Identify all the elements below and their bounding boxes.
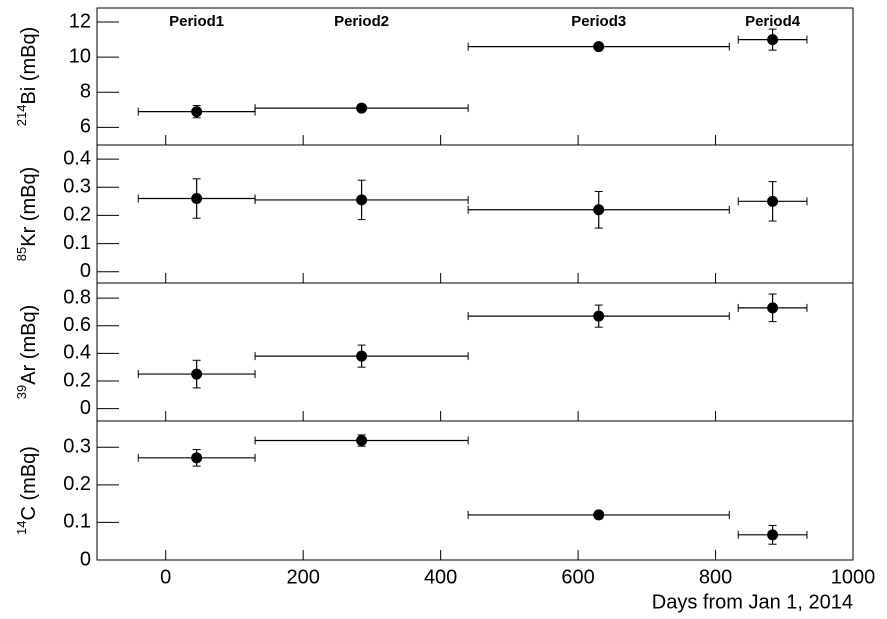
annotation: Period1 [169,13,224,30]
point [191,368,203,380]
y-axis-label-main: Ar (mBq) [18,305,40,385]
y-tick-label: 0.8 [63,286,91,308]
point [191,452,203,464]
panel-frame [96,144,854,284]
x-tick-label: 200 [286,566,319,588]
y-tick-label: 0.1 [63,511,91,533]
panel-frame [96,420,854,561]
y-axis-label-main: Kr (mBq) [18,167,40,247]
point [356,435,368,447]
x-tick-label: 800 [699,566,732,588]
y-tick-label: 0 [80,260,91,282]
point [191,106,203,118]
y-axis-label-main: C (mBq) [18,446,40,520]
point [191,193,203,205]
y-axis-label-main: Bi (mBq) [18,27,40,105]
y-tick-label: 6 [80,116,91,138]
y-tick-label: 0.2 [63,369,91,391]
x-axis-label: Days from Jan 1, 2014 [652,591,853,613]
point [356,350,368,362]
y-tick-label: 10 [69,45,91,67]
y-tick-label: 12 [69,10,91,32]
annotation: Period4 [745,13,801,30]
y-tick-label: 0.4 [63,147,91,169]
y-tick-label: 0.2 [63,204,91,226]
y-axis-label-sup: 85 [14,247,29,261]
y-axis-label-sup: 214 [14,105,29,127]
y-tick-label: 0.3 [63,436,91,458]
y-axis-label: 14C (mBq) [14,446,40,535]
point [767,302,779,314]
y-tick-label: 0.3 [63,176,91,198]
point [593,204,605,216]
point [356,102,368,114]
point [356,194,368,206]
y-tick-label: 0 [80,548,91,570]
point [767,529,779,541]
x-tick-label: 600 [561,566,594,588]
y-tick-label: 0.1 [63,232,91,254]
y-axis-label-sup: 39 [14,385,29,399]
y-tick-label: 0.2 [63,473,91,495]
y-tick-label: 0.6 [63,314,91,336]
point [767,34,779,46]
x-tick-label: 400 [424,566,457,588]
point [767,195,779,207]
point [593,509,605,521]
point [593,310,605,322]
y-axis-label-sup: 14 [14,520,29,534]
point [593,41,605,53]
x-tick-label: 0 [160,566,171,588]
y-axis-label: 214Bi (mBq) [14,27,40,127]
annotation: Period3 [571,13,626,30]
y-axis-label: 85Kr (mBq) [14,167,40,261]
panel-frame [96,282,854,422]
annotation: Period2 [334,13,389,30]
x-tick-label: 1000 [831,566,876,588]
y-axis-label: 39Ar (mBq) [14,305,40,399]
y-tick-label: 8 [80,81,91,103]
y-tick-label: 0.4 [63,342,91,364]
y-tick-label: 0 [80,397,91,419]
